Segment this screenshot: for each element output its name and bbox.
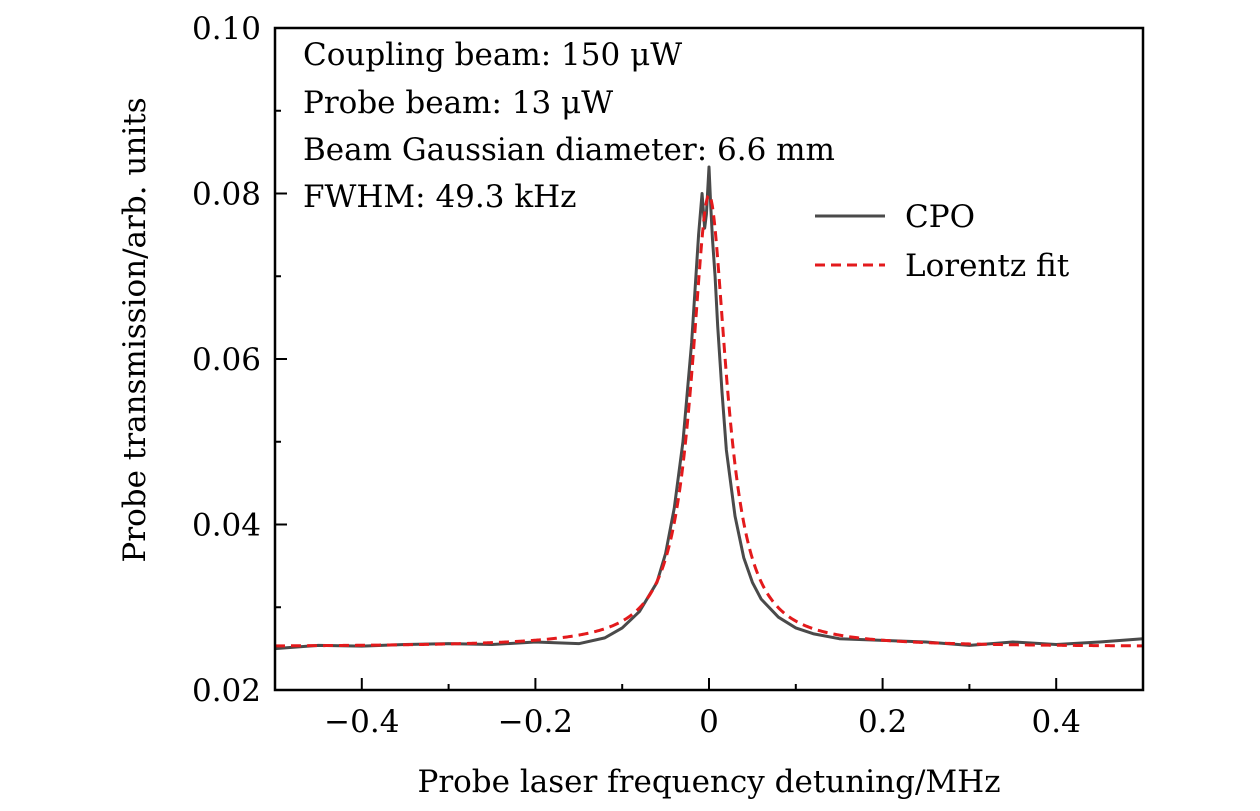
- x-tick-label: −0.2: [498, 704, 573, 740]
- series-cpo-line: [275, 165, 1143, 651]
- x-tick-label: −0.4: [324, 704, 399, 740]
- x-tick-label: 0.4: [1032, 704, 1081, 740]
- x-tick-label: 0.2: [858, 704, 907, 740]
- legend-label-lorentz-fit: Lorentz fit: [905, 248, 1070, 284]
- x-axis-title: Probe laser frequency detuning/MHz: [417, 764, 1000, 800]
- annotation-beam-diameter: Beam Gaussian diameter: 6.6 mm: [303, 132, 835, 168]
- annotation-block: Coupling beam: 150 μW Probe beam: 13 μW …: [303, 37, 835, 215]
- annotation-fwhm: FWHM: 49.3 kHz: [303, 179, 576, 215]
- legend-label-cpo: CPO: [905, 199, 975, 235]
- annotation-coupling-beam: Coupling beam: 150 μW: [303, 37, 682, 73]
- y-tick-label: 0.06: [192, 342, 261, 378]
- series-lorentz-fit-line: [275, 192, 1143, 648]
- y-tick-label: 0.04: [192, 508, 261, 544]
- x-tick-label: 0: [699, 704, 719, 740]
- y-tick-label: 0.08: [192, 177, 261, 213]
- annotation-probe-beam: Probe beam: 13 μW: [303, 85, 613, 121]
- y-tick-label: 0.10: [192, 11, 261, 47]
- series-layer: [275, 165, 1143, 651]
- legend: CPO Lorentz fit: [815, 199, 1070, 284]
- y-tick-label: 0.02: [192, 673, 261, 709]
- ticks-layer: −0.4 −0.2 0 0.2 0.4 0.02 0.04 0.06 0.08 0.10: [192, 11, 1081, 740]
- plot-frame: [273, 26, 1145, 692]
- y-axis-title: Probe transmission/arb. units: [117, 97, 153, 562]
